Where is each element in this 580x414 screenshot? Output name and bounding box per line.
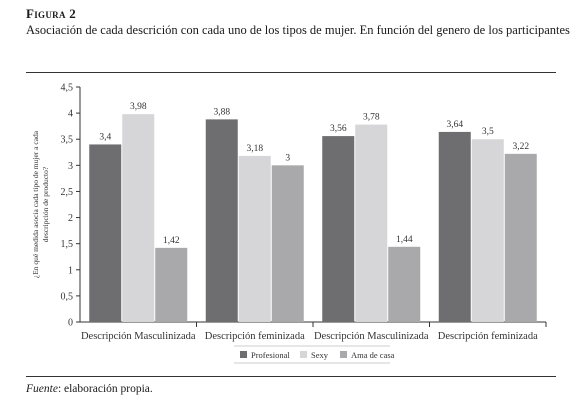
x-tick-label: Descripción feminizada bbox=[438, 331, 538, 342]
data-label: 3,88 bbox=[213, 107, 230, 117]
bar bbox=[471, 139, 504, 322]
x-tick-label: Descripción Masculinizada bbox=[314, 331, 429, 342]
y-tick-label: 4,5 bbox=[61, 83, 74, 94]
y-tick-label: 1 bbox=[68, 265, 73, 276]
legend-swatch bbox=[240, 351, 247, 358]
y-tick-label: 0 bbox=[68, 318, 73, 329]
source-label: Fuente bbox=[26, 383, 58, 395]
bar bbox=[504, 153, 537, 322]
legend-label: Sexy bbox=[311, 350, 329, 360]
y-tick-label: 4 bbox=[68, 109, 73, 120]
y-tick-label: 2 bbox=[68, 213, 73, 224]
y-tick-label: 2,5 bbox=[61, 187, 74, 198]
data-label: 3 bbox=[285, 153, 290, 163]
bar bbox=[322, 136, 355, 322]
legend-swatch bbox=[340, 351, 347, 358]
data-label: 3,18 bbox=[246, 144, 263, 154]
bar bbox=[438, 131, 471, 322]
bar bbox=[238, 155, 271, 322]
data-label: 3,98 bbox=[130, 102, 147, 112]
legend-label: Ama de casa bbox=[351, 350, 395, 360]
bar bbox=[122, 114, 155, 323]
data-label: 3,5 bbox=[482, 127, 494, 137]
data-label: 3,4 bbox=[99, 132, 111, 142]
bar bbox=[205, 119, 238, 322]
bottom-rule bbox=[26, 376, 556, 377]
y-tick-label: 1,5 bbox=[61, 239, 74, 250]
data-label: 3,56 bbox=[330, 124, 347, 134]
x-tick-label: Descripción feminizada bbox=[205, 331, 305, 342]
data-label: 3,64 bbox=[446, 120, 463, 130]
figure-label: Figura 2 bbox=[26, 6, 77, 21]
bar bbox=[155, 247, 188, 322]
y-axis-label: ¿En qué medida asocia cada tipo de mujer… bbox=[31, 130, 50, 278]
y-tick-label: 3,5 bbox=[61, 135, 74, 146]
legend-label: Profesional bbox=[251, 350, 290, 360]
legend-swatch bbox=[300, 351, 307, 358]
data-label: 3,22 bbox=[512, 142, 529, 152]
y-tick-label: 3 bbox=[68, 161, 73, 172]
top-rule bbox=[26, 72, 556, 73]
figure-title: Asociación de cada descrición con cada u… bbox=[26, 23, 570, 37]
bar bbox=[271, 165, 304, 322]
bar bbox=[388, 246, 421, 322]
y-tick-label: 0,5 bbox=[61, 291, 74, 302]
data-label: 1,42 bbox=[163, 236, 180, 246]
data-label: 1,44 bbox=[396, 235, 413, 245]
bar bbox=[355, 124, 388, 322]
source-text: : elaboración propia. bbox=[57, 383, 153, 395]
bar bbox=[89, 144, 122, 322]
data-label: 3,78 bbox=[363, 113, 380, 123]
figure-source: Fuente: elaboración propia. bbox=[26, 383, 153, 395]
x-tick-label: Descripción Masculinizada bbox=[81, 331, 196, 342]
